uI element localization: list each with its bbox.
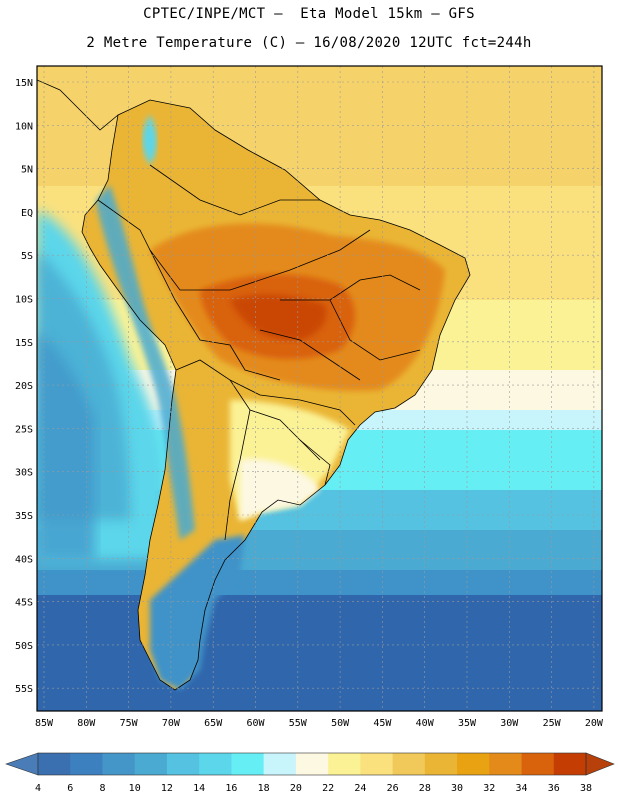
colorbar-label: 22 bbox=[322, 783, 334, 794]
colorbar-label: 34 bbox=[516, 783, 528, 794]
longitude-label: 65W bbox=[204, 718, 223, 729]
map-subtitle: 2 Metre Temperature (C) – 16/08/2020 12U… bbox=[86, 35, 532, 51]
longitude-label: 75W bbox=[120, 718, 139, 729]
colorbar: 4 6 8 10 12 14 16 18 20 22 24 26 28 30 32 34 36 38 bbox=[5, 752, 615, 794]
colorbar-label: 18 bbox=[258, 783, 270, 794]
longitude-label: 20W bbox=[585, 718, 604, 729]
latitude-label: 50S bbox=[15, 641, 33, 652]
colorbar-segment bbox=[70, 753, 103, 775]
colorbar-segment bbox=[489, 753, 522, 775]
latitude-label: 40S bbox=[15, 554, 33, 565]
colorbar-label: 32 bbox=[483, 783, 495, 794]
latitude-label: 5N bbox=[21, 165, 33, 176]
latitude-label: 10S bbox=[15, 295, 33, 306]
latitude-label: 5S bbox=[21, 251, 33, 262]
colorbar-label: 24 bbox=[354, 783, 366, 794]
longitude-label: 30W bbox=[500, 718, 519, 729]
longitude-label: 50W bbox=[331, 718, 350, 729]
colorbar-low-arrow bbox=[5, 752, 39, 776]
colorbar-label: 28 bbox=[419, 783, 431, 794]
colorbar-segment bbox=[38, 753, 71, 775]
colorbar-label: 38 bbox=[580, 783, 592, 794]
colorbar-segment bbox=[134, 753, 168, 775]
latitude-label: 25S bbox=[15, 424, 33, 435]
colorbar-segment bbox=[295, 753, 329, 775]
colorbar-segment bbox=[199, 753, 232, 775]
temperature-field bbox=[37, 66, 602, 711]
colorbar-segment bbox=[166, 753, 200, 775]
latitude-label: 10N bbox=[15, 121, 33, 132]
colorbar-segment bbox=[424, 753, 458, 775]
longitude-label: 80W bbox=[77, 718, 96, 729]
colorbar-segment bbox=[553, 753, 587, 775]
longitude-label: 35W bbox=[458, 718, 477, 729]
latitude-label: 45S bbox=[15, 598, 33, 609]
colorbar-label: 20 bbox=[290, 783, 302, 794]
map-frame bbox=[36, 65, 603, 712]
latitude-label: 15S bbox=[15, 338, 33, 349]
colorbar-segment bbox=[521, 753, 555, 775]
colorbar-segment bbox=[457, 753, 490, 775]
colorbar-label: 16 bbox=[225, 783, 237, 794]
map-title: CPTEC/INPE/MCT – Eta Model 15km – GFS bbox=[143, 6, 475, 22]
longitude-label: 40W bbox=[416, 718, 435, 729]
colorbar-label: 10 bbox=[129, 783, 141, 794]
longitude-label: 45W bbox=[373, 718, 392, 729]
colorbar-label: 36 bbox=[548, 783, 560, 794]
colorbar-segment bbox=[328, 753, 361, 775]
longitude-label: 70W bbox=[162, 718, 181, 729]
longitude-label: 55W bbox=[289, 718, 308, 729]
longitude-label: 25W bbox=[543, 718, 562, 729]
colorbar-segment bbox=[231, 753, 264, 775]
latitude-label: 35S bbox=[15, 511, 33, 522]
colorbar-label: 14 bbox=[193, 783, 205, 794]
graticule bbox=[37, 66, 602, 711]
colorbar-label: 8 bbox=[99, 783, 105, 794]
latitude-label: 20S bbox=[15, 381, 33, 392]
longitude-label: 85W bbox=[35, 718, 54, 729]
latitude-label: 55S bbox=[15, 684, 33, 695]
longitude-axis: 85W 80W 75W 70W 65W 60W 55W 50W 45W 40W 35W 30W 25W 2… bbox=[35, 718, 604, 729]
colorbar-label: 26 bbox=[387, 783, 399, 794]
colorbar-segment bbox=[102, 753, 136, 775]
latitude-axis: 15N 10N 5N EQ 5S 10S 15S 20S 25S 30S 35S 40S 45S 50S 5… bbox=[15, 78, 33, 695]
latitude-label: EQ bbox=[21, 208, 33, 219]
colorbar-high-arrow bbox=[585, 752, 615, 776]
temperature-map: 15N 10N 5N EQ 5S 10S 15S 20S 25S 30S 35S 40S 45S 50S 5… bbox=[15, 65, 604, 729]
colorbar-label: 12 bbox=[161, 783, 173, 794]
colorbar-segment bbox=[392, 753, 426, 775]
latitude-label: 15N bbox=[15, 78, 33, 89]
longitude-label: 60W bbox=[246, 718, 265, 729]
colorbar-label: 4 bbox=[35, 783, 41, 794]
colorbar-segment bbox=[360, 753, 393, 775]
colorbar-label: 6 bbox=[67, 783, 73, 794]
colorbar-label: 30 bbox=[451, 783, 463, 794]
latitude-label: 30S bbox=[15, 468, 33, 479]
colorbar-segment bbox=[263, 753, 297, 775]
